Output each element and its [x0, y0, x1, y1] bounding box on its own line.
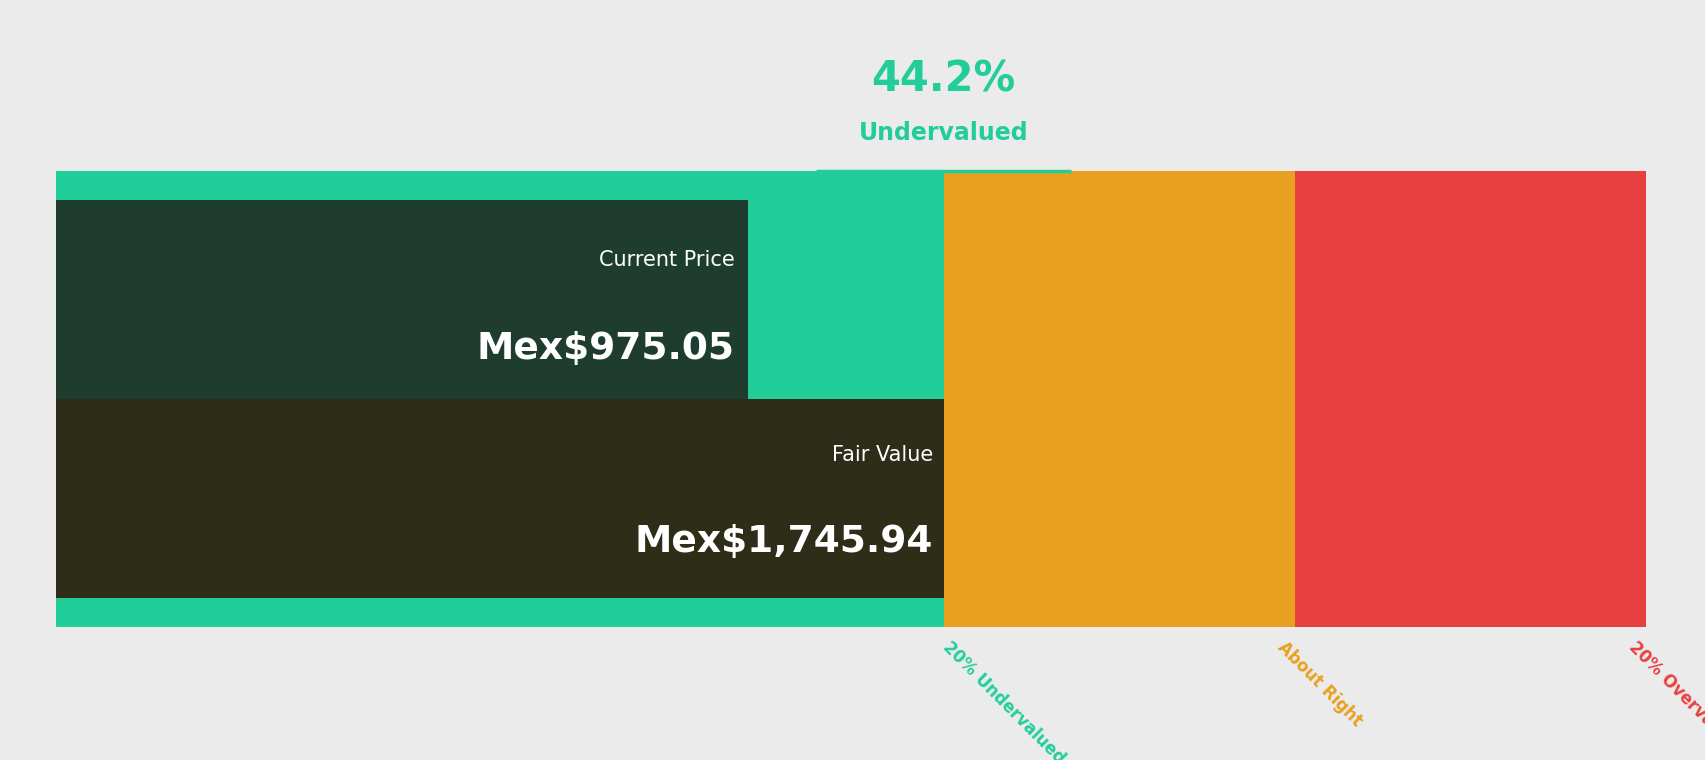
- Bar: [56, 171, 943, 627]
- Text: Current Price: Current Price: [598, 249, 733, 270]
- Text: 20% Overvalued: 20% Overvalued: [1625, 638, 1705, 759]
- Bar: [56, 399, 943, 598]
- Text: 20% Undervalued: 20% Undervalued: [939, 638, 1067, 760]
- Bar: [1294, 171, 1645, 627]
- Text: Fair Value: Fair Value: [832, 445, 933, 465]
- Text: Mex$1,745.94: Mex$1,745.94: [634, 524, 933, 560]
- Text: Undervalued: Undervalued: [858, 121, 1028, 145]
- Bar: [943, 171, 1294, 627]
- Text: About Right: About Right: [1274, 638, 1364, 730]
- Text: 44.2%: 44.2%: [871, 59, 1014, 101]
- Bar: [56, 200, 747, 399]
- Text: Mex$975.05: Mex$975.05: [476, 331, 733, 367]
